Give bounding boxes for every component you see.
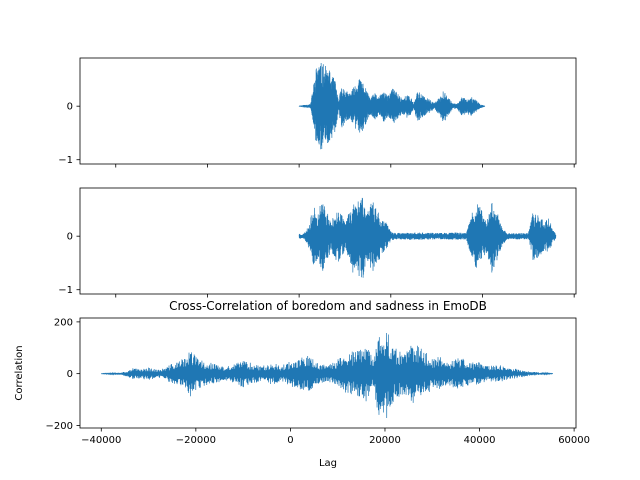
subplot-3-xtick-label: −20000 xyxy=(176,435,216,446)
subplot-3-ytick-label: 0 xyxy=(67,369,73,380)
subplot-2-frame xyxy=(79,187,577,295)
subplot-3-ytick-label: −200 xyxy=(46,421,73,432)
subplot-2-y-ticks: −1 0 xyxy=(58,232,80,296)
subplot-3-xlabel: Lag xyxy=(319,458,337,469)
subplot-2-ytick-label: −1 xyxy=(58,285,73,296)
subplot-3-title: Cross-Correlation of boredom and sadness… xyxy=(169,299,487,313)
subplot-1-ytick-label: 0 xyxy=(67,102,73,113)
subplot-3-xtick-label: 0 xyxy=(287,435,293,446)
subplot-2: −1 0 xyxy=(58,187,577,298)
subplot-3-x-ticks: −40000 −20000 0 20000 40000 60000 xyxy=(81,428,590,446)
subplot-3-y-ticks: −200 0 200 xyxy=(46,317,80,432)
subplot-3-xtick-label: 20000 xyxy=(369,435,401,446)
series-1-line xyxy=(298,63,486,150)
subplot-3: −40000 −20000 0 20000 40000 60000 −200 0 200 Cr… xyxy=(14,299,590,469)
series-2-line xyxy=(298,197,557,278)
subplot-1-ytick-label: −1 xyxy=(58,155,73,166)
subplot-2-x-ticks xyxy=(115,294,575,298)
subplot-3-ylabel: Correlation xyxy=(14,345,25,400)
subplot-3-xtick-label: 40000 xyxy=(464,435,496,446)
subplot-1-x-ticks xyxy=(115,164,575,168)
subplot-1: −1 0 xyxy=(58,57,577,168)
subplot-1-y-ticks: −1 0 xyxy=(58,102,80,166)
subplot-3-xtick-label: 60000 xyxy=(558,435,590,446)
series-3-line xyxy=(101,333,554,419)
subplot-3-xtick-label: −40000 xyxy=(81,435,121,446)
subplot-3-frame xyxy=(79,317,577,429)
subplot-2-ytick-label: 0 xyxy=(67,232,73,243)
subplot-1-frame xyxy=(79,57,577,165)
subplot-3-ytick-label: 200 xyxy=(54,317,73,328)
